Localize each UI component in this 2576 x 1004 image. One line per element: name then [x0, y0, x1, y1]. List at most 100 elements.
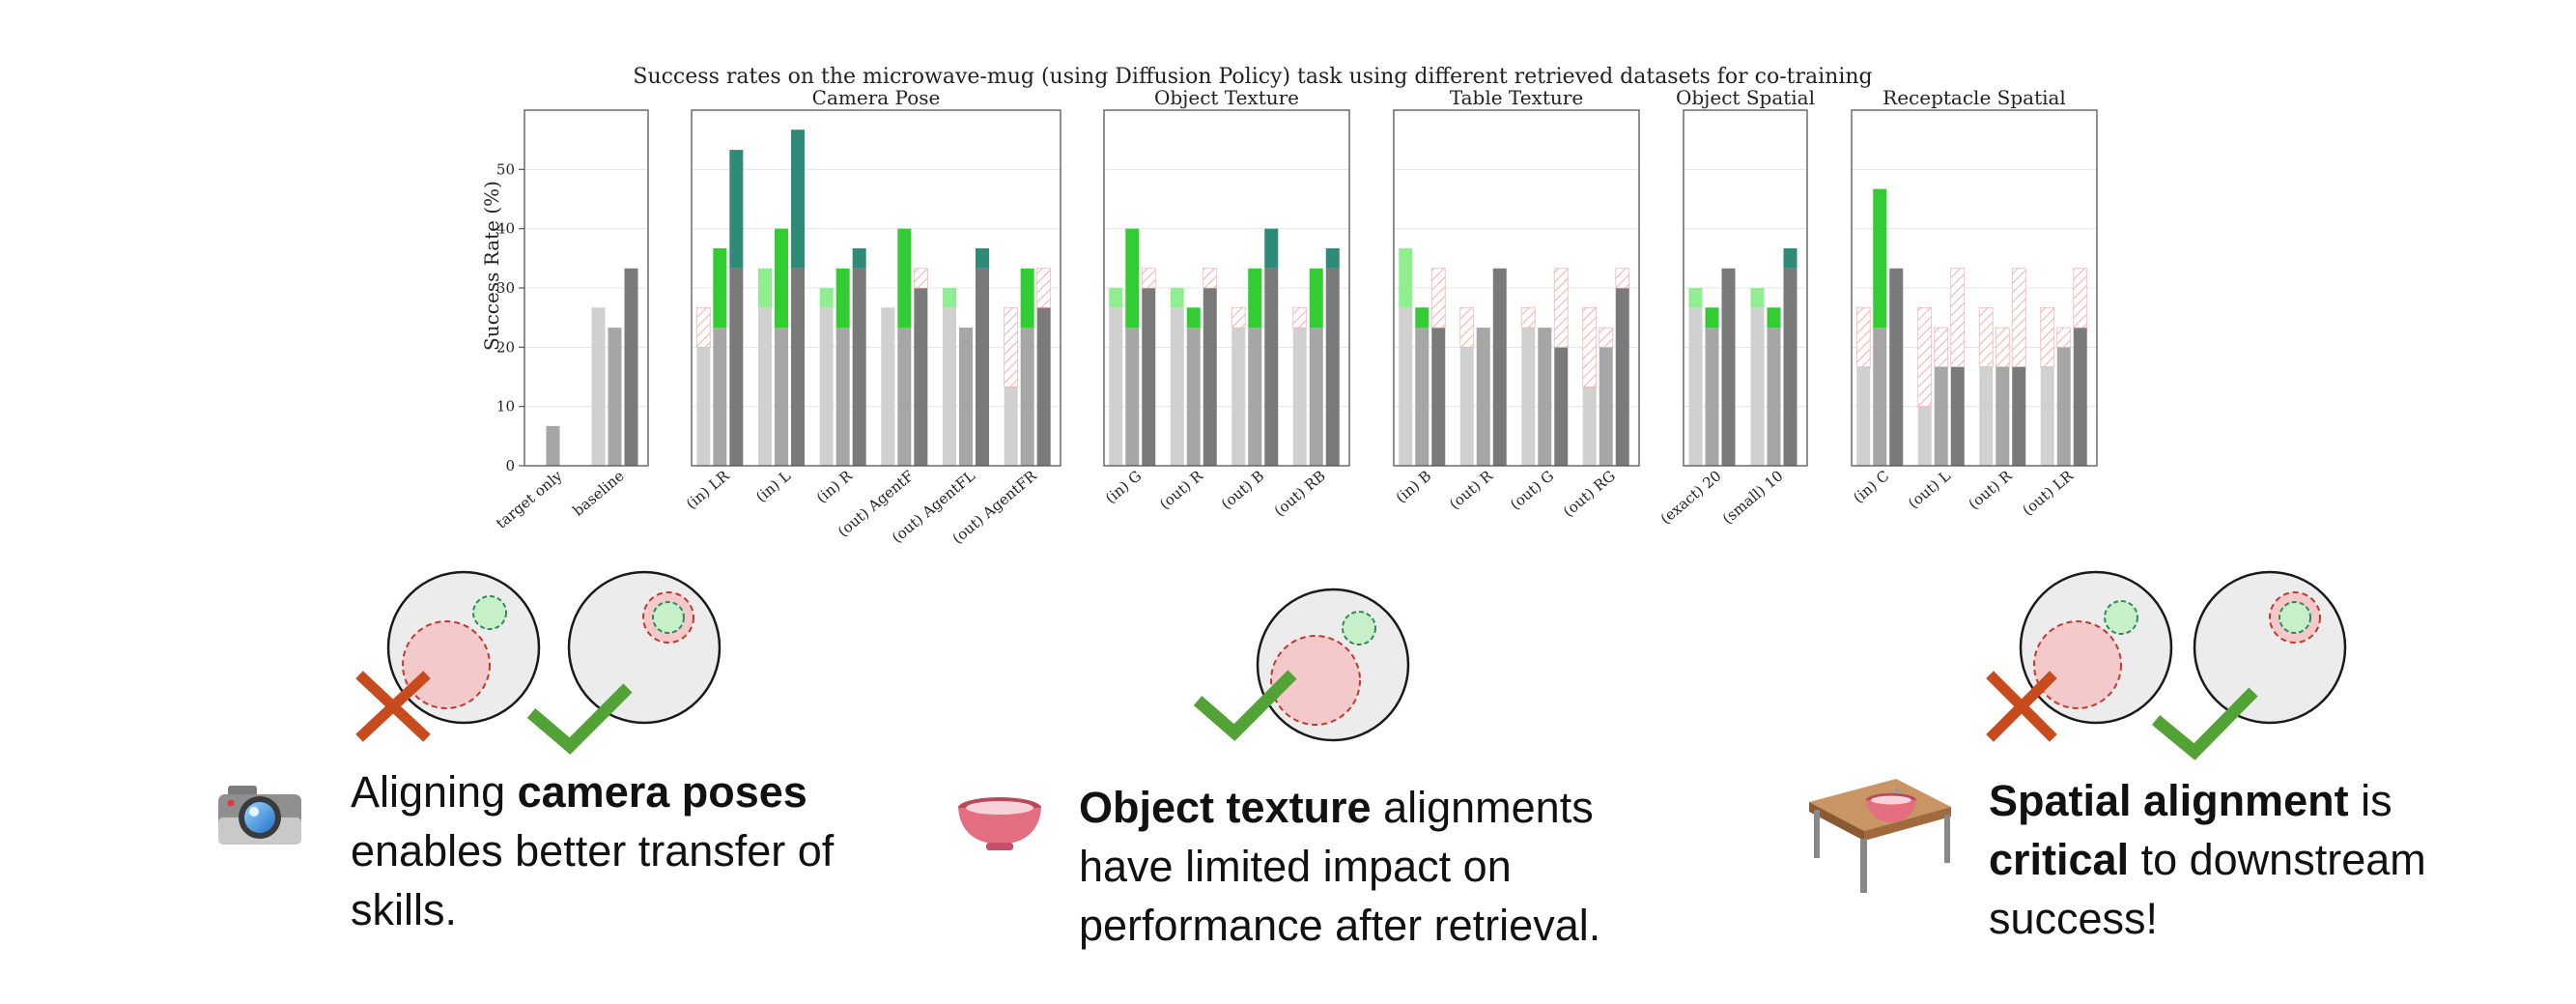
note-text: to downstream success! [1989, 835, 2426, 943]
bar-value [1979, 366, 1994, 466]
object-marker [652, 601, 685, 634]
bar-base [1889, 268, 1904, 466]
chart-panels: target only baseline Camera Pose (in) LR (in… [493, 86, 2098, 547]
bar-gain [1415, 307, 1430, 329]
panel-title: Object Spatial [1676, 86, 1815, 109]
bar-gain [1750, 288, 1765, 308]
x-tick-label: (out) R [1156, 467, 1206, 513]
bar-gain [1767, 307, 1781, 329]
check-mark-icon [526, 683, 633, 755]
bar-base [1264, 268, 1279, 466]
bar-base [1186, 328, 1201, 466]
bar-drop [1141, 268, 1156, 289]
bar-base [1309, 328, 1323, 466]
bar-drop [2073, 268, 2088, 329]
bar-gain [1705, 307, 1719, 329]
bar-base [1538, 328, 1552, 466]
x-tick-label: (out) R [1966, 467, 2016, 513]
x-tick-label: (in) R [813, 467, 856, 506]
x-tick-label: (in) LR [683, 467, 733, 513]
bar [546, 425, 560, 466]
bar-value [1554, 347, 1569, 466]
bar-base [775, 328, 788, 466]
bar-gain [1873, 188, 1887, 329]
bar-gain [1688, 288, 1703, 308]
bar-gain [943, 288, 956, 308]
bar-drop [1599, 327, 1614, 348]
bar-base [758, 307, 772, 466]
bar-value [1996, 366, 2010, 466]
bar-gain [835, 268, 850, 329]
bar-drop [1004, 306, 1019, 387]
scene-circle [2193, 570, 2347, 725]
note-text: alignments have limited impact on perfor… [1079, 783, 1601, 950]
x-tick-label: baseline [570, 467, 628, 520]
chart-panel: Object Spatial (exact) 20(small) 10 [1657, 86, 1815, 528]
note-text: is [2348, 776, 2392, 825]
bar-gain [1170, 288, 1184, 308]
bar-gain [1309, 268, 1323, 329]
bar-gain [852, 247, 866, 269]
bar-drop [1459, 306, 1475, 348]
bar-base [1688, 307, 1703, 466]
chart-panel: target only baseline [493, 109, 649, 532]
check-mark-icon [1193, 670, 1297, 741]
bar-drop [1430, 268, 1446, 329]
chart-panel: Receptacle Spatial (in) C (out) L (out) R (o… [1850, 86, 2098, 519]
bar-drop [1520, 306, 1536, 329]
bar-gain [1125, 228, 1140, 329]
bar-base [897, 328, 912, 466]
chart-title: Success rates on the microwave-mug (usin… [633, 65, 1872, 89]
receptacle-marker [1270, 635, 1361, 726]
panel-frame [691, 109, 1062, 467]
object-marker [2104, 600, 2138, 635]
panel-frame [1393, 109, 1640, 467]
bar-drop [1231, 306, 1246, 329]
bar-base [1750, 307, 1765, 466]
bar-drop [1615, 268, 1630, 289]
bar-base [1783, 268, 1798, 466]
panel-frame [1103, 109, 1350, 467]
bar-drop [1292, 306, 1308, 329]
object-marker [472, 595, 507, 630]
y-tick-label: 50 [496, 160, 515, 178]
cross-mark-icon [1986, 671, 2057, 742]
note-emphasis: Spatial alignment [1989, 776, 2349, 825]
bar-base [713, 328, 727, 466]
bar-gain [1783, 247, 1798, 269]
bar-value [1856, 366, 1871, 466]
bar-base [1415, 328, 1430, 466]
camera-icon [218, 786, 301, 845]
bar-gain [729, 150, 744, 269]
camera-pose-takeaway: Aligning camera poses enables better tra… [351, 762, 853, 939]
bar-base [881, 307, 895, 466]
spatial-takeaway: Spatial alignment is critical to downstr… [1989, 771, 2530, 948]
chart-panel: Camera Pose(in) LR (in) L (in) R(out) Agen… [683, 86, 1062, 547]
spatial-illustration [1986, 570, 2347, 760]
panel-title: Object Texture [1154, 86, 1299, 109]
bar-drop [1978, 306, 1994, 367]
bar-drop [913, 268, 928, 289]
object-marker [2279, 601, 2311, 634]
bar-drop [1553, 268, 1569, 348]
panel-frame [1683, 109, 1808, 467]
bar-gain [1248, 268, 1262, 329]
object-texture-takeaway: Object texture alignments have limited i… [1079, 778, 1697, 955]
bar [624, 268, 638, 466]
bar-value [1431, 328, 1446, 466]
bar-value [1917, 406, 1932, 466]
bar-value [1292, 328, 1307, 466]
bar-base [1873, 328, 1887, 466]
x-tick-label: (small) 10 [1719, 467, 1787, 528]
bar-value [1459, 347, 1474, 466]
bar-base [729, 268, 744, 466]
bar-gain [1264, 228, 1279, 269]
bar-base [819, 307, 834, 466]
bar-base [1721, 268, 1736, 466]
bar-base [1020, 328, 1034, 466]
bar-value [1231, 328, 1246, 466]
bar-value [1599, 347, 1613, 466]
note-emphasis: camera poses [517, 767, 807, 817]
x-tick-label: (in) L [752, 467, 794, 505]
